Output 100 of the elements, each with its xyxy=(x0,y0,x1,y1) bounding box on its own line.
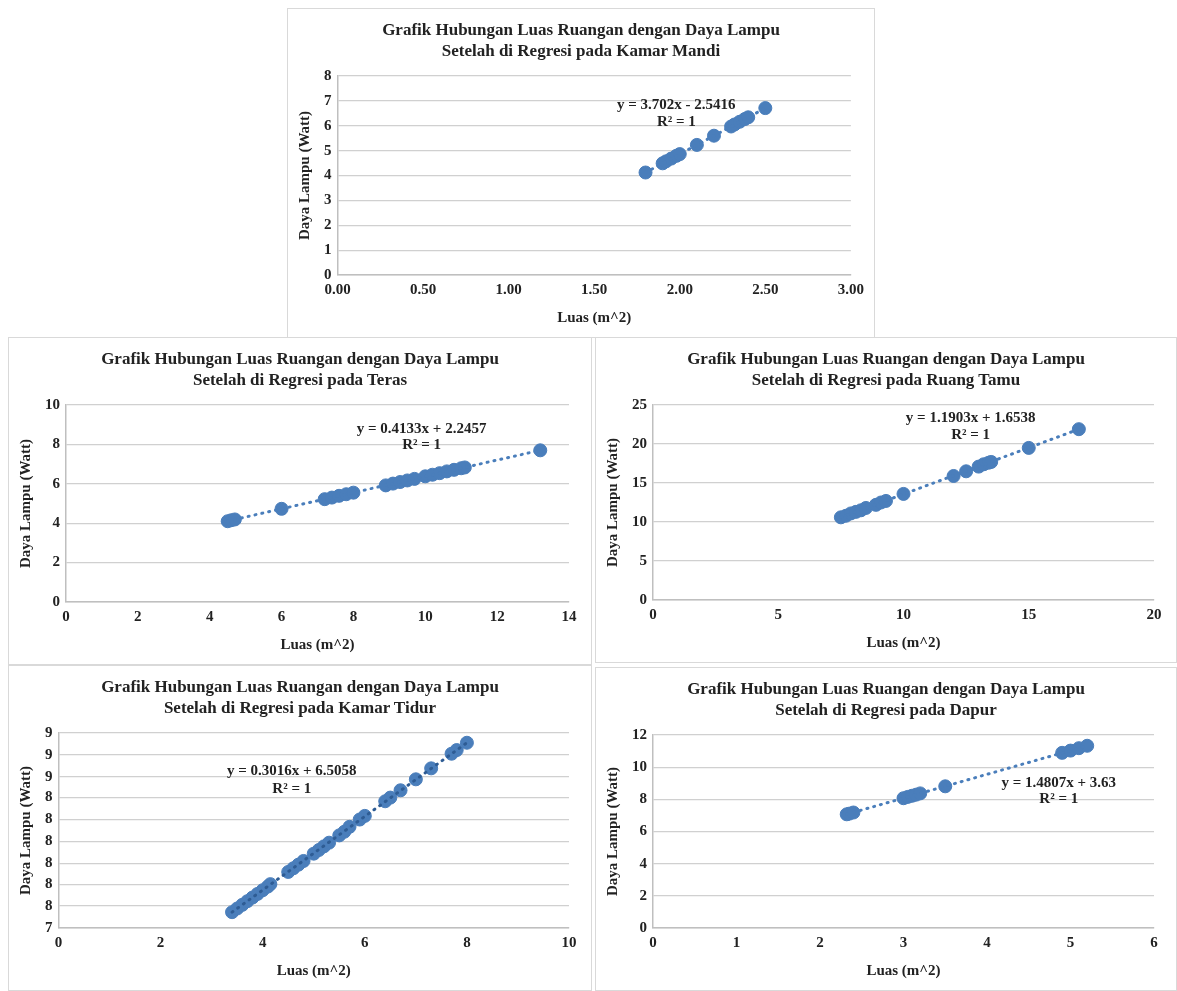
chart-title: Grafik Hubungan Luas Ruangan dengan Daya Lampu Setelah di Regresi pada Ruang Tamu xyxy=(686,348,1086,390)
point xyxy=(1080,738,1095,753)
annotation: R² = 1 xyxy=(951,425,991,442)
y-tick-label: 25 xyxy=(632,395,647,412)
y-tick-label: 6 xyxy=(52,474,61,491)
point xyxy=(459,735,474,750)
x-tick-label: 0.50 xyxy=(409,280,437,297)
y-tick-label: 8 xyxy=(639,790,647,807)
y-tick-label: 4 xyxy=(52,514,61,531)
point xyxy=(689,137,704,152)
x-tick-label: 6 xyxy=(1150,933,1159,950)
y-tick-label: 3 xyxy=(324,191,332,208)
y-tick-label: 8 xyxy=(324,66,332,83)
x-axis-title: Luas (m^2) xyxy=(866,633,941,651)
x-tick-label: 10 xyxy=(417,607,433,624)
y-tick-label: 10 xyxy=(45,395,60,412)
y-tick-label: 6 xyxy=(324,116,332,133)
annotation: y = 0.3016x + 6.5058 xyxy=(226,761,357,778)
y-tick-label: 8 xyxy=(52,435,60,452)
y-tick-label: 10 xyxy=(632,512,647,529)
x-tick-label: 1.00 xyxy=(495,280,522,297)
annotation: y = 1.4807x + 3.63 xyxy=(1001,774,1117,791)
y-tick-label: 8 xyxy=(45,854,53,871)
point xyxy=(896,486,911,501)
x-tick-label: 4 xyxy=(205,607,214,624)
x-tick-label: 1 xyxy=(732,933,741,950)
x-tick-label: 1.50 xyxy=(581,280,608,297)
point xyxy=(741,110,756,125)
y-axis-title: Daya Lampu (Watt) xyxy=(603,437,621,568)
chart-title: Grafik Hubungan Luas Ruangan dengan Daya Lampu Setelah di Regresi pada Kamar Mandi xyxy=(381,19,781,61)
x-tick-label: 6 xyxy=(277,607,286,624)
annotation: R² = 1 xyxy=(656,113,696,130)
y-tick-label: 1 xyxy=(324,241,332,257)
x-tick-label: 20 xyxy=(1146,605,1162,622)
x-tick-label: 10 xyxy=(561,933,577,950)
point xyxy=(959,464,974,479)
y-tick-label: 2 xyxy=(639,886,647,903)
y-tick-label: 2 xyxy=(324,216,332,233)
point xyxy=(1021,440,1036,455)
annotation: y = 0.4133x + 2.2457 xyxy=(356,420,487,437)
x-tick-label: 4 xyxy=(983,933,992,950)
x-tick-label: 5 xyxy=(774,605,782,622)
x-tick-label: 0.00 xyxy=(324,280,351,297)
x-axis-title: Luas (m^2) xyxy=(276,961,351,979)
point xyxy=(758,101,773,116)
y-tick-label: 12 xyxy=(632,725,647,742)
y-tick-label: 4 xyxy=(639,854,648,871)
y-tick-label: 7 xyxy=(324,91,332,108)
y-tick-label: 2 xyxy=(52,553,60,570)
y-tick-label: 5 xyxy=(324,141,332,158)
annotation: y = 1.1903x + 1.6538 xyxy=(905,409,1036,426)
point xyxy=(533,443,548,458)
x-tick-label: 8 xyxy=(463,933,471,950)
x-axis-title: Luas (m^2) xyxy=(557,308,632,326)
y-tick-label: 5 xyxy=(639,551,647,568)
point xyxy=(1071,422,1086,437)
point xyxy=(706,128,721,143)
x-tick-label: 14 xyxy=(561,607,577,624)
y-tick-label: 4 xyxy=(324,166,332,183)
x-tick-label: 15 xyxy=(1021,605,1037,622)
y-tick-label: 8 xyxy=(45,896,53,913)
point xyxy=(938,779,953,794)
y-tick-label: 6 xyxy=(639,822,648,839)
y-tick-label: 9 xyxy=(45,745,53,762)
y-tick-label: 7 xyxy=(45,918,53,935)
x-tick-label: 3.00 xyxy=(837,280,864,297)
chart-title: Grafik Hubungan Luas Ruangan dengan Daya Lampu Setelah di Regresi pada Kamar Tidur xyxy=(100,676,500,718)
y-tick-label: 0 xyxy=(639,590,647,607)
x-tick-label: 2 xyxy=(134,607,142,624)
chart-title: Grafik Hubungan Luas Ruangan dengan Daya Lampu Setelah di Regresi pada Teras xyxy=(100,348,500,390)
y-tick-label: 15 xyxy=(632,473,647,490)
x-tick-label: 5 xyxy=(1066,933,1075,950)
annotation: y = 3.702x - 2.5416 xyxy=(617,95,737,112)
y-tick-label: 10 xyxy=(632,758,647,775)
x-tick-label: 2.50 xyxy=(752,280,779,297)
x-axis-title: Luas (m^2) xyxy=(866,961,941,979)
annotation: R² = 1 xyxy=(1039,789,1079,806)
y-tick-label: 0 xyxy=(324,265,332,282)
x-axis-title: Luas (m^2) xyxy=(280,635,355,653)
x-tick-label: 2.00 xyxy=(666,280,693,297)
x-tick-label: 4 xyxy=(258,933,267,950)
x-tick-label: 6 xyxy=(361,933,370,950)
point xyxy=(274,501,289,516)
y-tick-label: 8 xyxy=(45,788,53,805)
chart-title: Grafik Hubungan Luas Ruangan dengan Daya Lampu Setelah di Regresi pada Dapur xyxy=(686,678,1086,720)
y-tick-label: 0 xyxy=(639,918,647,935)
y-tick-label: 20 xyxy=(632,434,647,451)
y-tick-label: 8 xyxy=(45,875,53,891)
y-tick-label: 9 xyxy=(45,767,53,784)
y-tick-label: 9 xyxy=(45,723,53,740)
y-tick-label: 8 xyxy=(45,810,53,827)
x-tick-label: 2 xyxy=(816,933,824,950)
x-tick-label: 8 xyxy=(349,607,358,624)
x-tick-label: 10 xyxy=(896,605,911,622)
x-tick-label: 12 xyxy=(489,607,505,624)
x-tick-label: 2 xyxy=(156,933,165,950)
y-tick-label: 0 xyxy=(52,592,60,609)
x-tick-label: 3 xyxy=(899,933,908,950)
y-axis-title: Daya Lampu (Watt) xyxy=(603,766,621,897)
y-axis-title: Daya Lampu (Watt) xyxy=(16,438,34,569)
